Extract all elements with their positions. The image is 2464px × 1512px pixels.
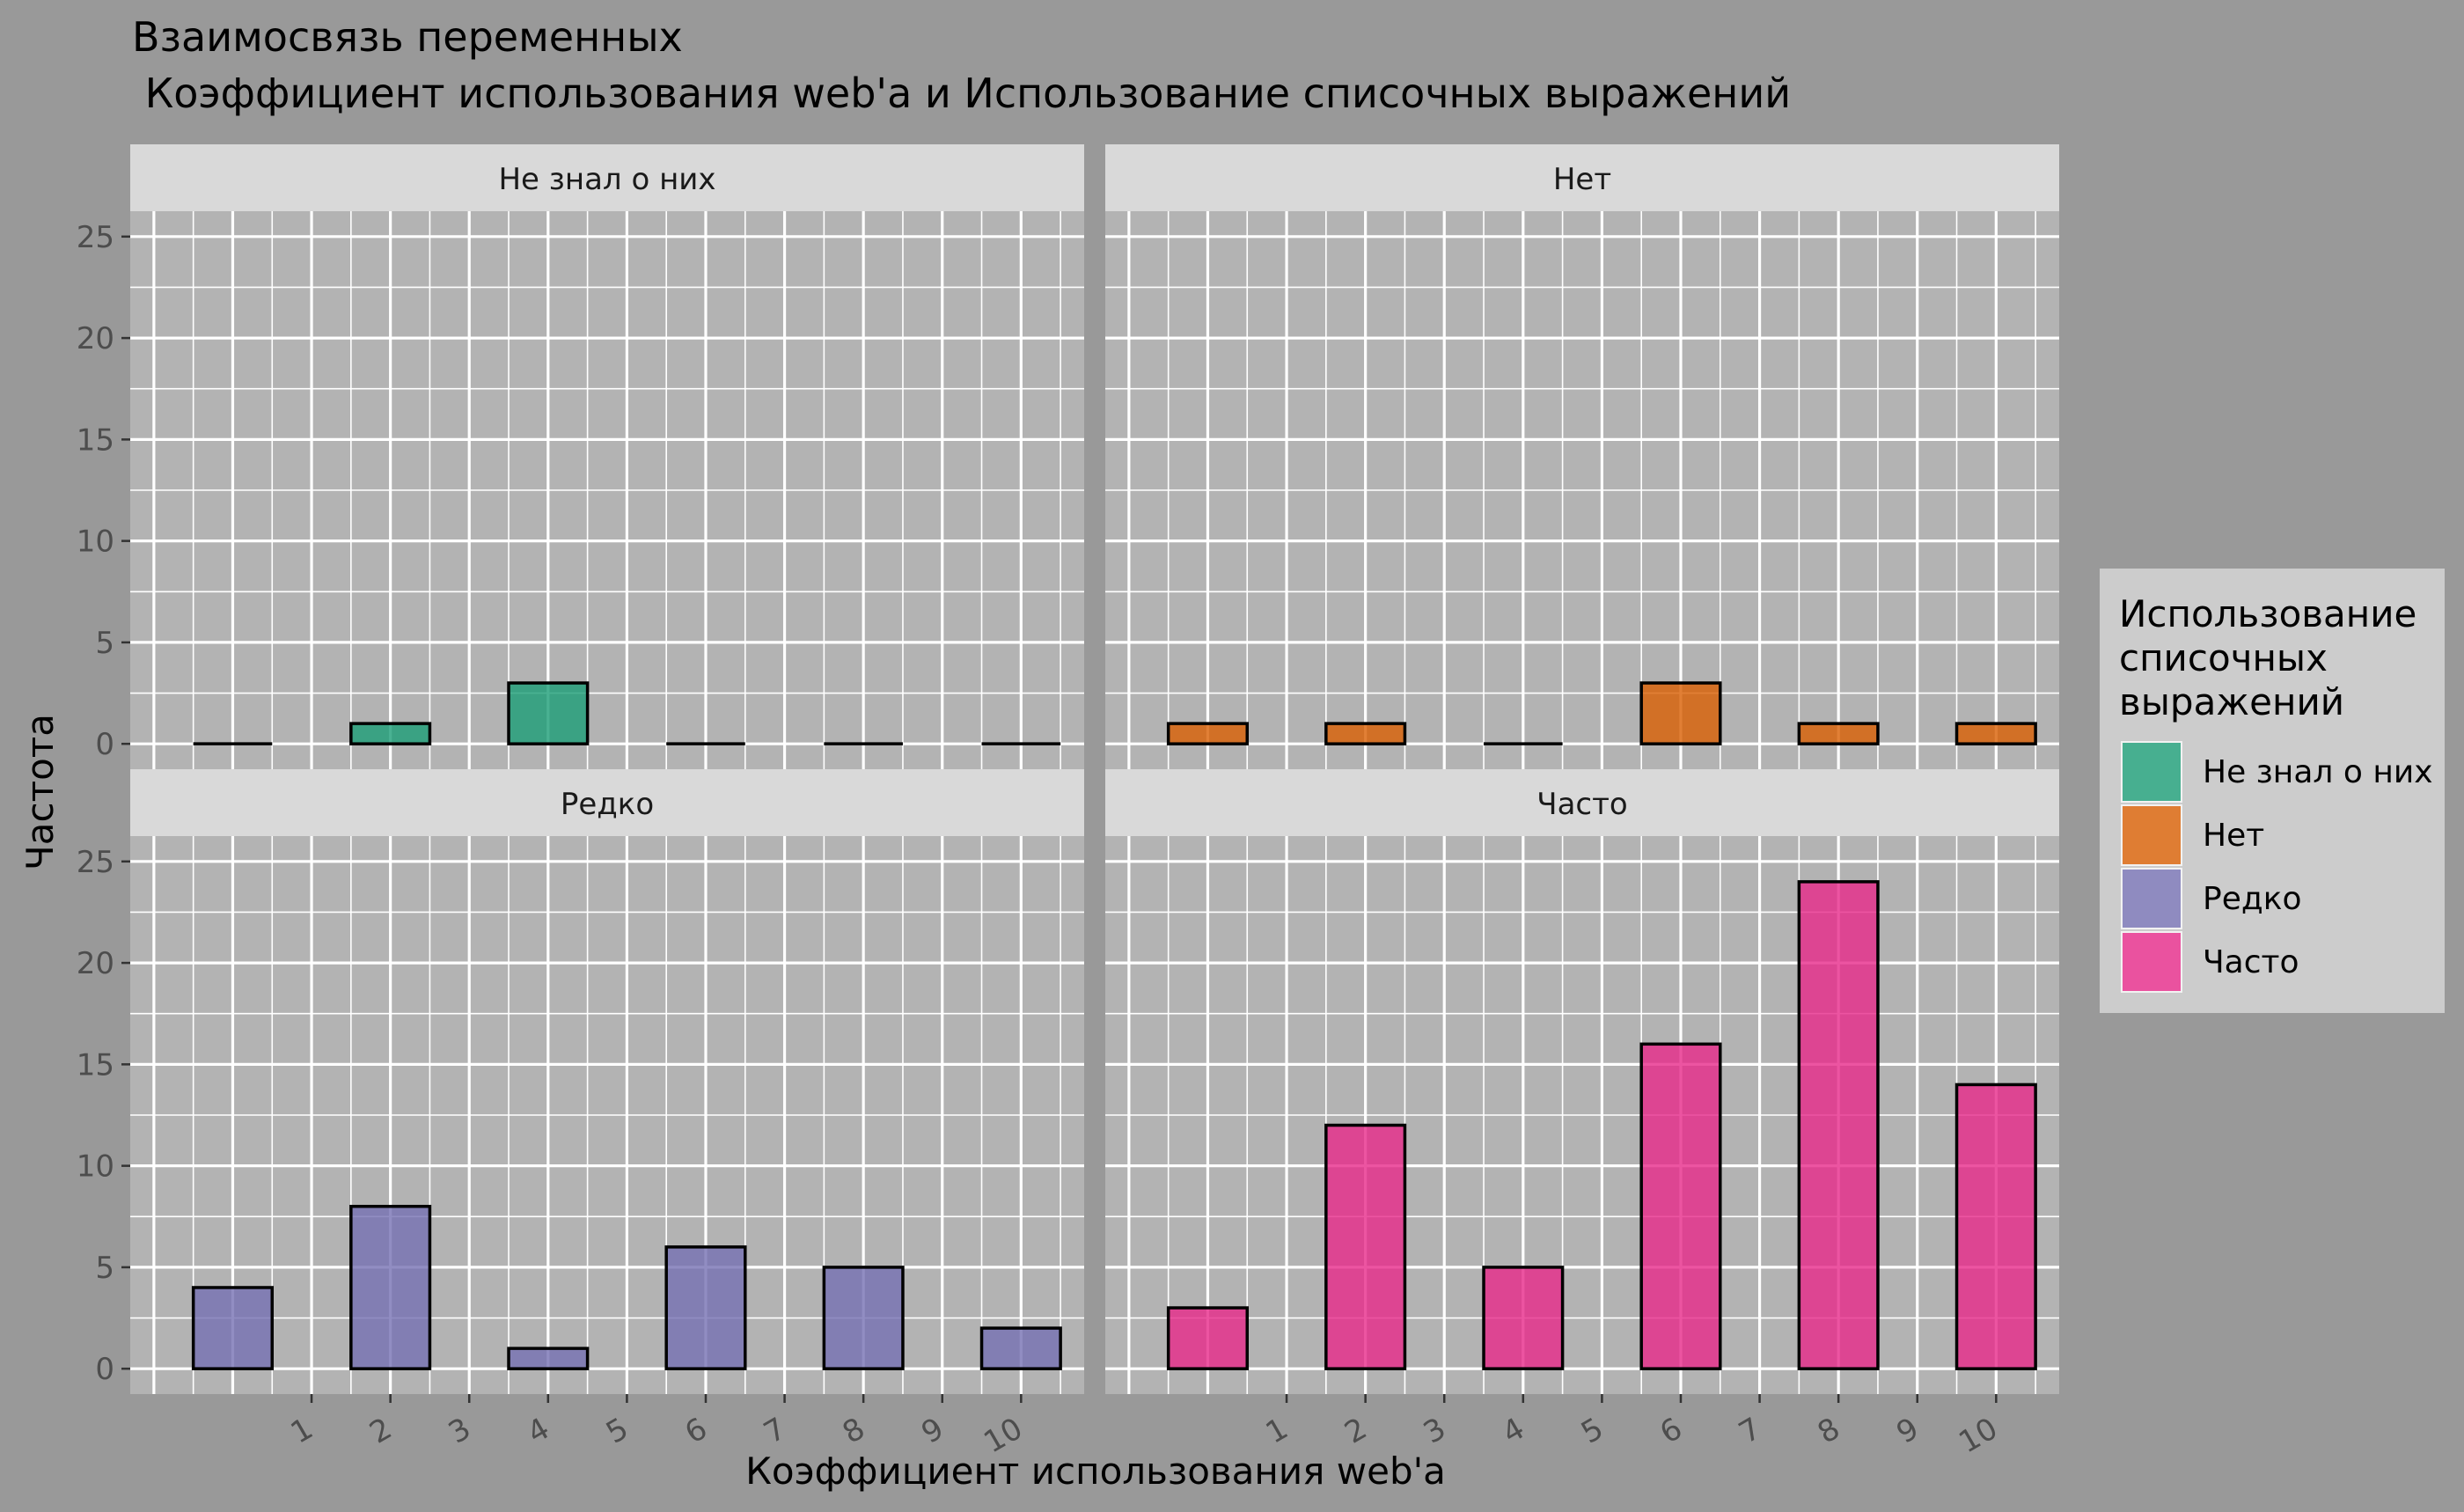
facet-strip-label: Нет [1553, 162, 1611, 197]
bar [822, 1266, 905, 1370]
facet-strip-label: Часто [1536, 787, 1627, 822]
legend-swatch [2123, 743, 2181, 801]
bars [191, 1204, 1062, 1370]
legend-title-line1: Использование [2119, 592, 2416, 635]
x-tick-label: 6 [1654, 1411, 1689, 1450]
bar [1166, 1306, 1250, 1370]
legend-label: Часто [2203, 944, 2299, 980]
x-tick-label: 4 [522, 1411, 556, 1450]
facet-strip [130, 769, 1084, 836]
x-tick-label: 2 [1338, 1411, 1373, 1450]
chart-title-line2: Коэффициент использования web'a и Исполь… [132, 70, 1791, 117]
facet-strip-label: Редко [561, 787, 654, 822]
legend-label: Редко [2203, 881, 2302, 917]
bar [507, 1347, 590, 1370]
x-tick-label: 3 [1418, 1411, 1452, 1450]
facet-strip [130, 144, 1084, 211]
bar [507, 681, 590, 745]
y-axes: 0 5 10 15 20 25 0 5 10 15 20 25 [77, 220, 130, 1387]
bar [1639, 1042, 1722, 1370]
y-tick-label: 5 [95, 626, 114, 661]
y-axis: 0 5 10 15 20 25 [77, 845, 130, 1387]
legend-swatch [2123, 870, 2181, 928]
bar [1166, 722, 1250, 745]
legend-title-line2: списочных [2119, 636, 2328, 679]
bar [664, 1245, 747, 1370]
legend-items: Не знал о них Нет Редко Часто [2121, 741, 2433, 993]
x-axis-label: Коэффициент использования web'a [745, 1450, 1446, 1493]
bar [1639, 681, 1722, 745]
y-tick-label: 10 [77, 1149, 114, 1185]
facet-panels: Не знал о них Нет Редко Часто [130, 144, 2059, 1394]
facet-strip-label: Не знал о них [498, 162, 715, 197]
grid [1105, 211, 2059, 769]
legend-label: Нет [2203, 818, 2264, 854]
x-tick-label: 8 [837, 1411, 871, 1450]
y-tick-label: 20 [77, 321, 114, 356]
facet-strip [1105, 769, 2059, 836]
x-tick-label: 8 [1812, 1411, 1846, 1450]
x-tick-label: 6 [679, 1411, 714, 1450]
legend-label: Не знал о них [2203, 754, 2433, 790]
x-tick-label: 4 [1497, 1411, 1531, 1450]
legend: Использование списочных выражений Не зна… [2100, 569, 2445, 1013]
bar [1797, 880, 1880, 1370]
bars [1166, 880, 2037, 1370]
legend-title-line3: выражений [2119, 680, 2344, 723]
y-tick-label: 0 [95, 1352, 114, 1387]
x-tick-label: 2 [363, 1411, 398, 1450]
x-tick-label: 7 [1733, 1411, 1767, 1450]
y-tick-label: 10 [77, 525, 114, 560]
bars [193, 681, 1061, 745]
chart-title-line1: Взаимосвязь переменных [132, 13, 683, 61]
bar [1954, 1083, 2037, 1370]
y-tick-label: 5 [95, 1251, 114, 1286]
grid [130, 211, 1084, 769]
y-tick-label: 15 [77, 1047, 114, 1083]
bars [1166, 681, 2037, 745]
facet-panel: Часто [1105, 769, 2059, 1394]
facet-panel: Не знал о них [130, 144, 1084, 769]
y-tick-label: 20 [77, 946, 114, 981]
bar [1482, 1266, 1565, 1370]
facet-panel: Редко [130, 769, 1084, 1394]
bar [1324, 1123, 1407, 1370]
x-tick-label: 5 [1575, 1411, 1610, 1450]
y-tick-label: 25 [77, 220, 114, 255]
x-tick-label: 5 [600, 1411, 634, 1450]
y-axis: 0 5 10 15 20 25 [77, 220, 130, 762]
bar [1324, 722, 1407, 745]
bar [349, 722, 432, 745]
legend-swatch [2123, 933, 2181, 991]
x-tick-label: 1 [285, 1411, 319, 1450]
bar [349, 1204, 432, 1370]
x-tick-label: 1 [1260, 1411, 1294, 1450]
x-tick-label: 10 [1953, 1411, 2003, 1460]
facet-panel: Нет [1105, 144, 2059, 769]
y-axis-label: Частота [18, 714, 62, 870]
y-tick-label: 0 [95, 727, 114, 762]
x-tick-label: 7 [758, 1411, 792, 1450]
y-tick-label: 15 [77, 422, 114, 458]
bar [191, 1286, 275, 1370]
x-tick-label: 9 [916, 1411, 950, 1450]
facet-strip [1105, 144, 2059, 211]
y-tick-label: 25 [77, 845, 114, 880]
legend-swatch [2123, 806, 2181, 864]
bar [979, 1326, 1062, 1370]
x-tick-label: 3 [443, 1411, 477, 1450]
bar [1954, 722, 2037, 745]
bar [1797, 722, 1880, 745]
x-tick-label: 9 [1891, 1411, 1925, 1450]
